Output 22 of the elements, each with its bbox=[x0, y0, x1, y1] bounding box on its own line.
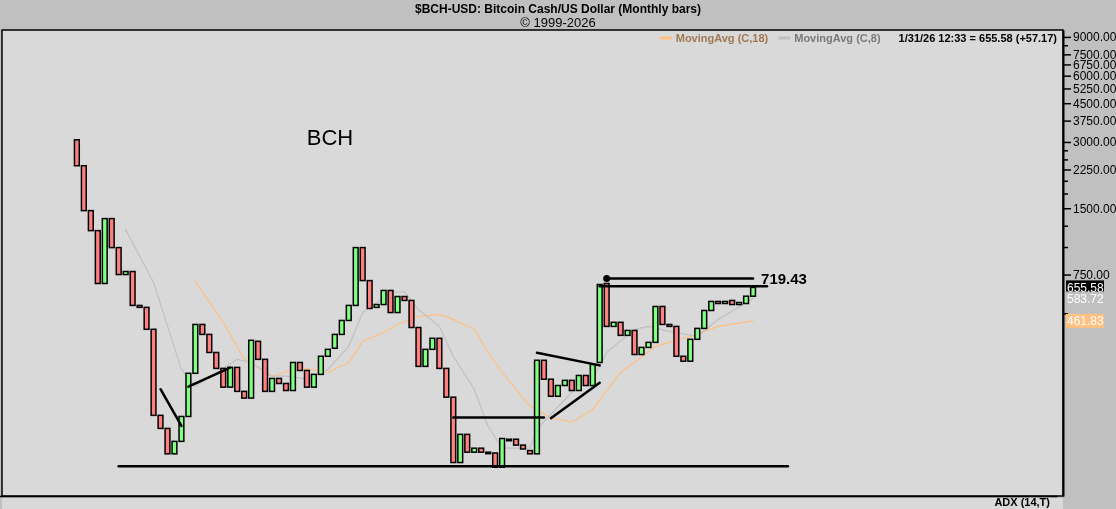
chart-title: $BCH-USD: Bitcoin Cash/US Dollar (Monthly bars) bbox=[414, 2, 702, 16]
annotation: BCH bbox=[306, 125, 354, 150]
line-series bbox=[125, 228, 754, 449]
y-tick-label: 750.00 bbox=[1073, 267, 1111, 282]
legend-label: MovingAvg (C,18) bbox=[675, 32, 769, 44]
y-tick-label: 3000.00 bbox=[1073, 135, 1116, 150]
y-tick-label: 5250.00 bbox=[1073, 81, 1116, 96]
legend-label: MovingAvg (C,8) bbox=[794, 32, 881, 44]
chart-subtitle: © 1999-2026 bbox=[520, 15, 596, 30]
y-tick-label: 2250.00 bbox=[1073, 162, 1116, 177]
y-tick-label: 9000.00 bbox=[1073, 30, 1116, 45]
y-tick-label: 3750.00 bbox=[1073, 113, 1116, 128]
annotation: ADX (14,T) bbox=[994, 496, 1051, 508]
annotation: 583.72 bbox=[1067, 292, 1105, 306]
annotation: 1/31/26 12:33 = 655.58 (+57.17) bbox=[898, 32, 1058, 44]
y-tick-label: 6000.00 bbox=[1073, 69, 1116, 84]
annotation: 655.58 bbox=[1067, 280, 1105, 295]
annotation: 719.43 bbox=[761, 269, 807, 287]
annotation: 461.83 bbox=[1067, 314, 1105, 329]
y-tick-label: 4500.00 bbox=[1073, 96, 1116, 111]
y-tick-label: 1500.00 bbox=[1073, 201, 1116, 216]
line-series bbox=[194, 280, 754, 423]
